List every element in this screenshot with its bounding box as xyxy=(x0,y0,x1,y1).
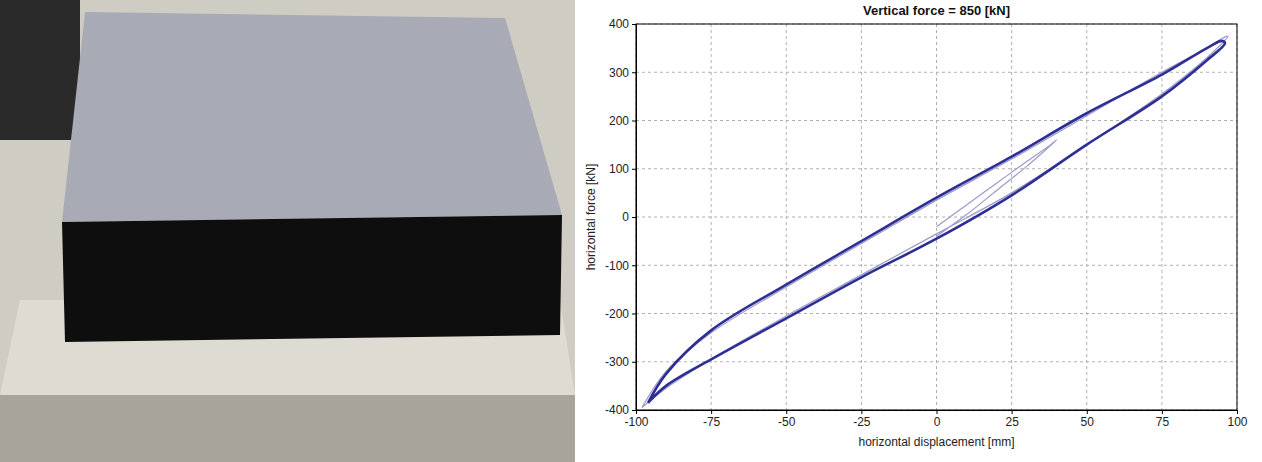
x-axis-line xyxy=(637,411,1238,415)
x-tick-mark xyxy=(861,410,862,414)
x-tick: -75 xyxy=(703,410,721,429)
chart-title: Vertical force = 850 [kN] xyxy=(863,3,1010,18)
x-tick-mark xyxy=(1087,410,1088,414)
grid-line-y xyxy=(636,72,1237,73)
y-tick-mark xyxy=(632,410,636,411)
y-axis: -400 -300 -200 -100 0 100 200 300 400 xyxy=(605,17,637,417)
y-axis-title: horizontal force [kN] xyxy=(584,164,598,271)
y-tick-label: 300 xyxy=(609,66,629,80)
y-tick: -300 xyxy=(605,355,636,369)
hysteresis-loop xyxy=(648,41,1225,403)
block-front xyxy=(62,215,562,342)
y-tick-mark xyxy=(632,362,636,363)
y-tick: 0 xyxy=(622,210,636,224)
grid xyxy=(636,24,1237,410)
x-tick: -50 xyxy=(778,410,796,429)
y-tick: -100 xyxy=(605,259,636,273)
y-tick-mark xyxy=(632,265,636,266)
grid-line-y xyxy=(636,313,1237,314)
grid-line-y xyxy=(636,120,1237,121)
x-tick: 0 xyxy=(934,410,941,429)
x-tick: 100 xyxy=(1227,410,1247,429)
y-tick-label: -300 xyxy=(605,355,629,369)
x-tick-label: -50 xyxy=(778,415,796,429)
y-tick: 300 xyxy=(609,66,636,80)
chart: -100-75-50-250255075100-400-300-200-1000… xyxy=(584,3,1248,449)
y-tick-label: -400 xyxy=(605,403,629,417)
y-tick-mark xyxy=(632,24,636,25)
y-tick: 200 xyxy=(609,114,636,128)
x-tick: 75 xyxy=(1156,410,1170,429)
x-tick-label: -25 xyxy=(853,415,871,429)
x-tick-mark xyxy=(711,410,712,414)
y-tick: 100 xyxy=(609,162,636,176)
x-tick-mark xyxy=(1162,410,1163,414)
page: -100-75-50-250255075100-400-300-200-1000… xyxy=(0,0,1262,462)
y-axis-line xyxy=(632,25,637,411)
x-tick-label: 50 xyxy=(1081,415,1095,429)
block-top xyxy=(62,12,562,222)
plot-background xyxy=(636,24,1237,410)
y-tick-mark xyxy=(632,72,636,73)
x-tick: -25 xyxy=(853,410,871,429)
y-tick: -200 xyxy=(605,307,636,321)
base-front xyxy=(0,395,575,462)
grid-line-y xyxy=(636,265,1237,266)
grid-line-y xyxy=(636,361,1237,362)
x-tick-label: 100 xyxy=(1227,415,1247,429)
y-tick-label: 200 xyxy=(609,114,629,128)
x-tick-label: -75 xyxy=(703,415,721,429)
y-tick-mark xyxy=(632,121,636,122)
plot-frame xyxy=(636,24,1237,410)
y-tick: -400 xyxy=(605,403,636,417)
y-tick-label: -100 xyxy=(605,259,629,273)
x-tick-label: 25 xyxy=(1005,415,1019,429)
y-tick-mark xyxy=(632,217,636,218)
x-axis-title: horizontal displacement [mm] xyxy=(858,435,1014,449)
hysteresis-loop xyxy=(642,36,1228,408)
y-tick: 400 xyxy=(609,17,636,31)
x-tick-mark xyxy=(786,410,787,414)
y-tick-label: 400 xyxy=(609,17,629,31)
grid-line-x xyxy=(1161,24,1162,410)
y-tick-mark xyxy=(632,314,636,315)
grid-line-x xyxy=(861,24,862,410)
x-tick-label: 75 xyxy=(1156,415,1170,429)
y-tick-label: 0 xyxy=(622,210,629,224)
grid-line-y xyxy=(636,217,1237,218)
y-tick-label: -200 xyxy=(605,307,629,321)
photo xyxy=(0,0,575,462)
x-axis: -100-75-50-250255075100 xyxy=(624,410,1247,429)
photo-background xyxy=(0,0,575,462)
x-tick-label: 0 xyxy=(934,415,941,429)
y-tick-mark xyxy=(632,169,636,170)
x-tick-mark xyxy=(937,410,938,414)
grid-line-x xyxy=(1011,24,1012,410)
x-tick-mark xyxy=(1012,410,1013,414)
y-tick-label: 100 xyxy=(609,162,629,176)
x-tick: 50 xyxy=(1081,410,1095,429)
grid-line-y xyxy=(636,168,1237,169)
photo-shadow xyxy=(0,0,80,140)
x-tick-mark xyxy=(1237,410,1238,414)
series-group xyxy=(642,36,1228,408)
x-tick: 25 xyxy=(1005,410,1019,429)
